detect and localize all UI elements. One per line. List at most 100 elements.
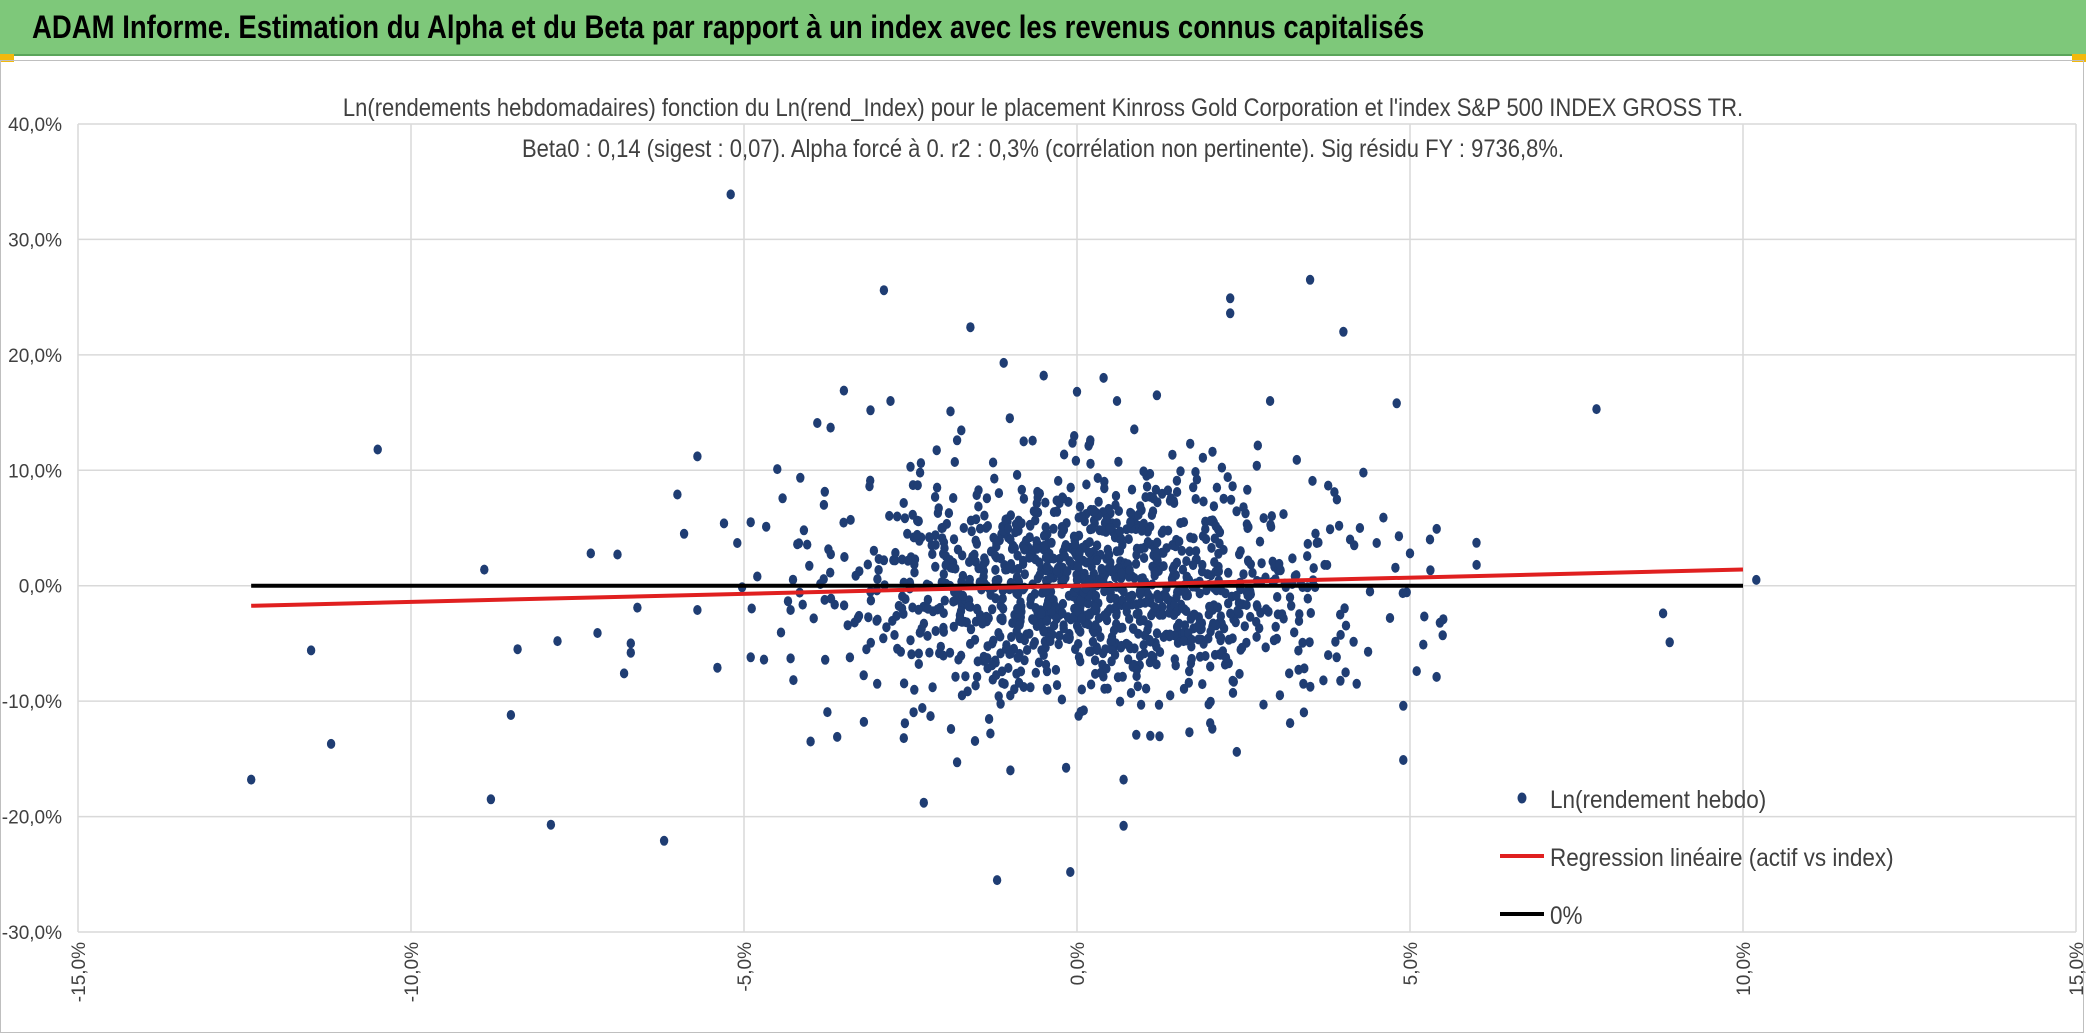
data-point [776, 627, 786, 638]
data-point [988, 457, 998, 468]
data-point [1207, 542, 1216, 553]
data-point [1020, 569, 1029, 580]
data-point [941, 560, 950, 571]
data-point [1083, 598, 1093, 609]
data-point [1210, 533, 1220, 544]
data-point [480, 564, 489, 575]
data-point [1236, 546, 1245, 557]
data-point [798, 599, 807, 610]
data-point [1013, 652, 1022, 663]
data-point [1077, 511, 1087, 522]
data-point [783, 596, 793, 607]
data-point [991, 593, 1000, 604]
data-point [1205, 601, 1214, 612]
data-point [826, 549, 835, 560]
data-point [957, 690, 967, 701]
data-point [1177, 545, 1187, 556]
data-point [934, 503, 943, 514]
data-point [1093, 473, 1103, 483]
data-point [981, 654, 990, 665]
data-point [1119, 774, 1128, 785]
data-point [1221, 652, 1231, 663]
y-tick-label: 10,0% [8, 461, 62, 482]
data-point [1324, 480, 1333, 491]
data-point [1253, 440, 1263, 451]
data-point [1239, 502, 1248, 513]
data-point [1252, 616, 1261, 627]
data-point [959, 523, 968, 533]
data-point [1027, 592, 1036, 603]
data-point [1173, 587, 1182, 598]
data-point [1385, 613, 1395, 623]
data-point [1139, 466, 1148, 477]
data-point [1099, 372, 1108, 383]
legend-label: Regression linéaire (actif vs index) [1550, 844, 1894, 872]
data-point [626, 638, 635, 649]
data-point [613, 549, 622, 560]
data-point [1322, 560, 1332, 570]
data-point [913, 480, 922, 491]
data-point [719, 518, 729, 529]
data-point [1665, 637, 1674, 648]
data-point [879, 285, 889, 296]
data-point [910, 554, 920, 565]
data-point [1112, 518, 1121, 529]
data-point [1309, 563, 1318, 574]
data-point [1074, 624, 1083, 635]
data-point [1228, 675, 1237, 686]
data-point [1287, 600, 1296, 611]
data-point [1097, 563, 1106, 574]
data-point [908, 509, 917, 520]
data-point [1292, 570, 1301, 581]
data-point [845, 652, 855, 663]
data-point [1028, 435, 1037, 446]
data-point [1132, 729, 1141, 740]
data-point [1219, 544, 1228, 555]
data-point [1211, 521, 1221, 532]
report-banner: ADAM Informe. Estimation du Alpha et du … [0, 0, 2086, 56]
data-point [1182, 556, 1191, 567]
data-point [946, 406, 955, 417]
data-point [1201, 651, 1210, 661]
data-point [1134, 628, 1143, 639]
data-point [906, 635, 915, 646]
data-point [882, 622, 891, 633]
data-point [1115, 696, 1125, 707]
data-point [1016, 666, 1026, 677]
data-point [1172, 487, 1182, 497]
data-point [1091, 602, 1100, 613]
y-tick-label: -10,0% [2, 692, 62, 713]
data-point [1243, 590, 1252, 601]
data-point [1106, 523, 1115, 533]
data-point [1061, 540, 1071, 550]
data-point [994, 691, 1003, 702]
data-point [826, 422, 835, 433]
data-point [1182, 606, 1191, 617]
data-point [928, 549, 937, 560]
data-point [1179, 683, 1189, 694]
report-title: ADAM Informe. Estimation du Alpha et du … [32, 9, 1425, 45]
data-point [1119, 820, 1128, 831]
data-point [1332, 652, 1341, 663]
data-point [1136, 573, 1146, 584]
data-point [726, 189, 735, 200]
data-point [1012, 588, 1021, 599]
data-point [826, 593, 836, 604]
data-point [966, 322, 975, 333]
data-point [1195, 588, 1205, 599]
data-point [1006, 534, 1015, 545]
data-point [1134, 509, 1143, 520]
data-point [1153, 537, 1162, 548]
data-point [1136, 501, 1145, 512]
data-point [746, 517, 755, 528]
data-point [747, 603, 756, 614]
data-point [1240, 621, 1250, 632]
data-point [806, 736, 815, 747]
data-point [903, 555, 913, 566]
data-point [1303, 538, 1313, 549]
data-point [952, 435, 962, 446]
data-point [1290, 627, 1299, 638]
data-point [1341, 620, 1351, 631]
data-point [1300, 663, 1309, 674]
data-point [914, 659, 923, 669]
